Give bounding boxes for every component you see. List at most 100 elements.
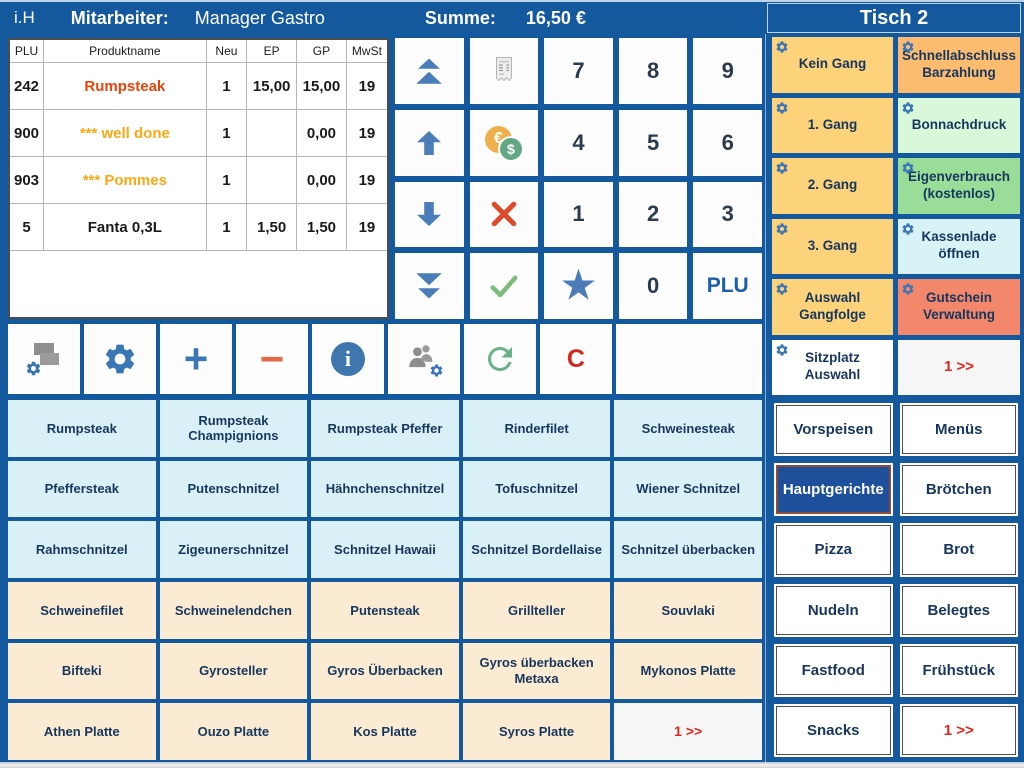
- category-button-vorspeisen[interactable]: Vorspeisen: [774, 402, 893, 457]
- order-row[interactable]: 903 *** Pommes 1 0,00 19: [8, 156, 389, 204]
- key-4[interactable]: 4: [544, 109, 613, 176]
- function-button-kassenlade[interactable]: Kassenlade öffnen: [897, 218, 1020, 274]
- category-button-fruehstueck[interactable]: Frühstück: [899, 643, 1018, 697]
- payment-button[interactable]: € $: [469, 109, 539, 176]
- decrease-button[interactable]: −: [235, 324, 308, 394]
- function-button-gangfolge[interactable]: Auswahl Gangfolge: [772, 279, 893, 335]
- product-button[interactable]: Putenschnitzel: [159, 460, 308, 518]
- favorites-button[interactable]: ★: [544, 253, 613, 319]
- function-button-kein-gang[interactable]: Kein Gang: [772, 37, 893, 93]
- function-button-gang-2[interactable]: 2. Gang: [772, 158, 893, 214]
- order-row[interactable]: 900 *** well done 1 0,00 19: [8, 109, 389, 157]
- product-button[interactable]: Zigeunerschnitzel: [159, 521, 308, 578]
- category-page-next-button[interactable]: 1 >>: [899, 703, 1018, 758]
- product-button[interactable]: Rumpsteak Champignions: [159, 400, 308, 457]
- category-button-hauptgerichte[interactable]: Hauptgerichte: [774, 463, 893, 517]
- product-button[interactable]: Bifteki: [8, 642, 156, 700]
- receipt-button[interactable]: [469, 38, 539, 104]
- plu-button[interactable]: PLU: [693, 253, 762, 319]
- category-button-fastfood[interactable]: Fastfood: [774, 643, 893, 697]
- key-6[interactable]: 6: [693, 109, 762, 176]
- key-9[interactable]: 9: [693, 38, 762, 104]
- key-3[interactable]: 3: [693, 181, 762, 248]
- user-settings-button[interactable]: [387, 324, 460, 394]
- product-button[interactable]: Ouzo Platte: [159, 703, 308, 760]
- cancel-button[interactable]: [469, 181, 539, 248]
- gear-icon: [901, 161, 915, 175]
- product-button[interactable]: Schnitzel überbacken: [614, 521, 762, 578]
- function-button-schnellabschluss[interactable]: Schnellabschluss Barzahlung: [897, 37, 1020, 93]
- category-button-belegtes[interactable]: Belegtes: [899, 583, 1018, 637]
- product-button[interactable]: Schweinelendchen: [159, 582, 308, 639]
- product-button[interactable]: Grillteller: [462, 582, 611, 639]
- category-button-snacks[interactable]: Snacks: [774, 703, 893, 758]
- key-5[interactable]: 5: [618, 109, 688, 176]
- function-button-sitzplatz[interactable]: Sitzplatz Auswahl: [772, 339, 893, 395]
- product-button[interactable]: Rahmschnitzel: [8, 521, 156, 578]
- top-bar: i.H Mitarbeiter: Manager Gastro Summe: 1…: [0, 2, 1024, 34]
- product-button[interactable]: Tofuschnitzel: [462, 460, 611, 518]
- info-button[interactable]: i: [311, 324, 384, 394]
- product-page-next-button[interactable]: 1 >>: [614, 703, 762, 760]
- product-button[interactable]: Schweinefilet: [8, 582, 156, 639]
- key-7[interactable]: 7: [544, 38, 613, 104]
- product-button[interactable]: Schnitzel Bordellaise: [462, 521, 611, 578]
- category-button-pizza[interactable]: Pizza: [774, 523, 893, 577]
- product-button[interactable]: Rinderfilet: [462, 400, 611, 457]
- key-0[interactable]: 0: [618, 253, 688, 319]
- function-button-gang-1[interactable]: 1. Gang: [772, 97, 893, 153]
- gear-icon: [775, 161, 789, 175]
- category-button-menus[interactable]: Menüs: [899, 402, 1018, 457]
- product-button[interactable]: Rumpsteak Pfeffer: [311, 400, 459, 457]
- gear-icon: [901, 40, 915, 54]
- product-button[interactable]: Mykonos Platte: [614, 642, 762, 700]
- product-button[interactable]: Schweinesteak: [614, 400, 762, 457]
- key-1[interactable]: 1: [544, 181, 613, 248]
- product-button[interactable]: Gyros überbacken Metaxa: [462, 642, 611, 700]
- product-button[interactable]: Kos Platte: [311, 703, 459, 760]
- clear-button[interactable]: C: [539, 324, 612, 394]
- category-button-brot[interactable]: Brot: [899, 523, 1018, 577]
- confirm-button[interactable]: [469, 253, 539, 319]
- modules-button[interactable]: [8, 324, 80, 394]
- gear-icon: [901, 101, 915, 115]
- product-button[interactable]: Syros Platte: [462, 703, 611, 760]
- right-panel: Kein Gang Schnellabschluss Barzahlung 1.…: [765, 34, 1024, 762]
- function-button-gang-3[interactable]: 3. Gang: [772, 218, 893, 274]
- product-button[interactable]: Souvlaki: [614, 582, 762, 639]
- category-button-nudeln[interactable]: Nudeln: [774, 583, 893, 637]
- check-icon: [486, 268, 522, 304]
- function-button-gutschein[interactable]: Gutschein Verwaltung: [897, 279, 1020, 335]
- order-row[interactable]: 242 Rumpsteak 1 15,00 15,00 19: [8, 62, 389, 110]
- order-row[interactable]: 5 Fanta 0,3L 1 1,50 1,50 19: [8, 203, 389, 251]
- product-button[interactable]: Hähnchenschnitzel: [311, 460, 459, 518]
- function-button-bonnachdruck[interactable]: Bonnachdruck: [897, 97, 1020, 153]
- scroll-up-button[interactable]: [395, 109, 464, 176]
- refresh-button[interactable]: [463, 324, 536, 394]
- product-button[interactable]: Wiener Schnitzel: [614, 460, 762, 518]
- function-page-next-button[interactable]: 1 >>: [897, 339, 1020, 395]
- double-chevron-down-icon: [411, 268, 447, 304]
- col-gp: GP: [296, 38, 347, 63]
- product-button[interactable]: Schnitzel Hawaii: [311, 521, 459, 578]
- increase-button[interactable]: +: [159, 324, 232, 394]
- col-ep: EP: [246, 38, 298, 63]
- product-button[interactable]: Athen Platte: [8, 703, 156, 760]
- product-button[interactable]: Gyrosteller: [159, 642, 308, 700]
- function-button-eigenverbrauch[interactable]: Eigenverbrauch (kostenlos): [897, 158, 1020, 214]
- scroll-top-button[interactable]: [395, 38, 464, 104]
- product-button[interactable]: Pfeffersteak: [8, 460, 156, 518]
- category-button-broetchen[interactable]: Brötchen: [899, 463, 1018, 517]
- left-panel: PLU Produktname Neu EP GP MwSt 242 Rumps…: [0, 34, 765, 762]
- product-button[interactable]: Gyros Überbacken: [311, 642, 459, 700]
- clear-key-label: C: [566, 344, 585, 373]
- toolbar-spacer: [615, 324, 762, 394]
- settings-button[interactable]: [83, 324, 156, 394]
- product-button[interactable]: Putensteak: [311, 582, 459, 639]
- key-8[interactable]: 8: [618, 38, 688, 104]
- key-2[interactable]: 2: [618, 181, 688, 248]
- scroll-bottom-button[interactable]: [395, 253, 464, 319]
- scroll-down-button[interactable]: [395, 181, 464, 248]
- product-button[interactable]: Rumpsteak: [8, 400, 156, 457]
